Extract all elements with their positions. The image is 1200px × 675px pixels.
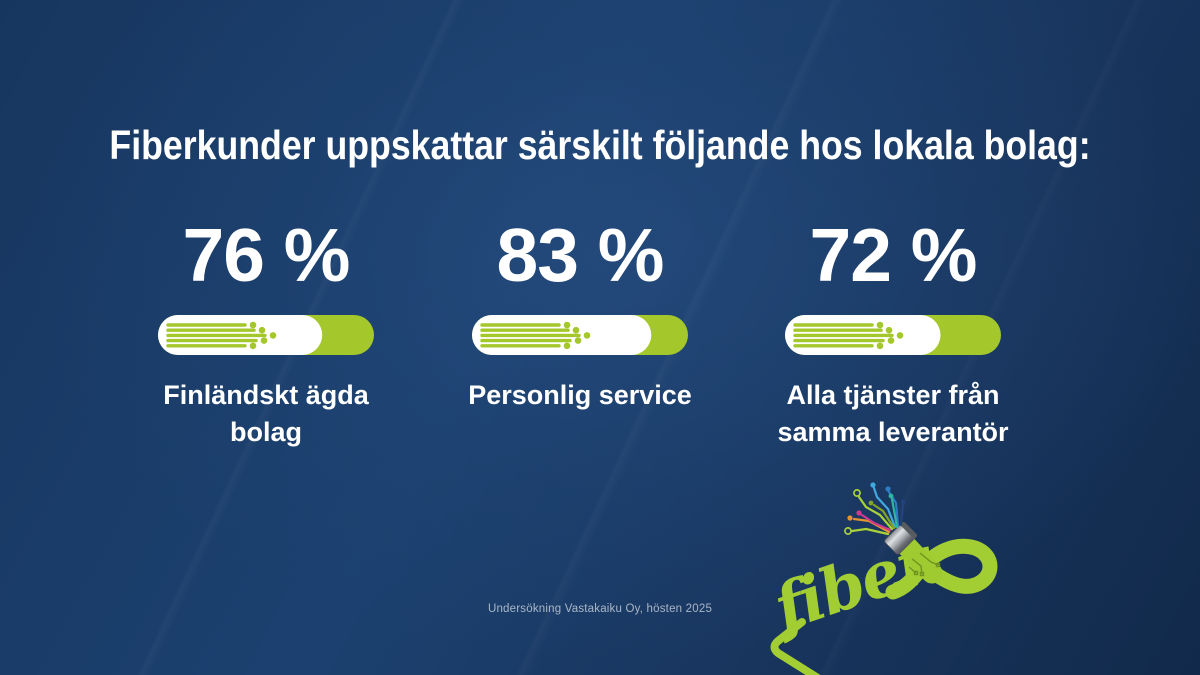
stat-value: 76 % <box>182 213 351 297</box>
cable-circuit-traces <box>908 552 941 577</box>
stat-card-personlig-service: 83 % Personlig service <box>420 216 740 414</box>
fiber-strand-ends <box>844 482 906 535</box>
fiber-optic-cable-logo-icon: fiber <box>761 482 998 675</box>
stat-label-line2: samma leverantör <box>777 417 1009 447</box>
stat-label: Finländskt ägda bolag <box>106 377 426 451</box>
stat-value: 83 % <box>496 213 665 297</box>
stat-card-finlandskt-agda-bolag: 76 % Finländskt ägda bolag <box>106 216 426 451</box>
stat-label-line1: Finländskt ägda <box>163 380 369 410</box>
fiber-cable-gauge-icon <box>158 315 374 355</box>
stat-label-line2: bolag <box>230 417 302 447</box>
ferrule <box>884 522 917 555</box>
logo-tail-stroke <box>770 618 821 675</box>
page-title: Fiberkunder uppskattar särskilt följande… <box>109 122 1091 168</box>
cable-loop-stroke <box>885 537 998 600</box>
stat-label: Personlig service <box>420 377 740 414</box>
source-note: Undersökning Vastakaiku Oy, hösten 2025 <box>487 603 713 615</box>
stat-card-alla-tjanster: 72 % Alla tjänster från samma leverantör <box>733 216 1053 451</box>
fiber-cable-gauge-icon <box>472 315 688 355</box>
stat-label-line1: Alla tjänster från <box>786 380 1000 410</box>
stat-value: 72 % <box>809 213 978 297</box>
fiber-cable-gauge-icon <box>785 315 1001 355</box>
stat-label: Alla tjänster från samma leverantör <box>733 377 1053 451</box>
fiber-strands <box>850 486 905 536</box>
fiber-logo: fiber <box>761 475 1022 675</box>
stat-label-line1: Personlig service <box>468 380 692 410</box>
